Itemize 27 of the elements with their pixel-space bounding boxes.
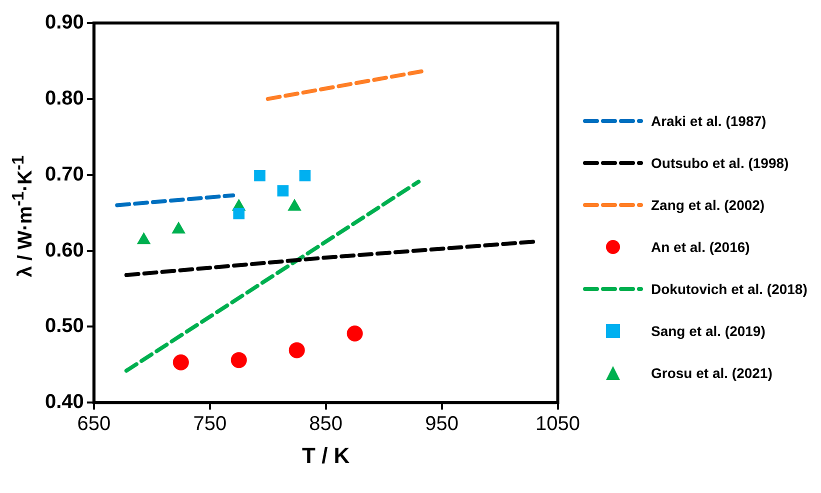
y-tick-label: 0.80	[44, 87, 84, 110]
legend-label: Zang et al. (2002)	[651, 196, 765, 212]
x-tick-label: 1050	[536, 413, 580, 436]
point	[288, 342, 305, 358]
legend-label: Grosu et al. (2021)	[651, 364, 772, 380]
point	[233, 208, 245, 220]
legend-label: Araki et al. (1987)	[651, 112, 766, 128]
legend-label: Sang et al. (2019)	[651, 322, 766, 338]
x-tick-label: 650	[77, 413, 111, 436]
y-tick-label: 0.60	[44, 239, 84, 262]
point	[277, 185, 289, 196]
legend-label: Dokutovich et al. (2018)	[651, 280, 808, 296]
point	[346, 326, 363, 342]
x-tick-label: 950	[425, 413, 458, 436]
x-tick-label: 850	[309, 413, 343, 436]
y-tick-label: 0.70	[44, 163, 84, 186]
point	[299, 170, 311, 182]
legend-label: An et al. (2016)	[651, 238, 750, 254]
x-tick-label: 750	[193, 413, 227, 436]
legend-label: Outsubo et al. (1998)	[651, 154, 789, 170]
point	[230, 352, 247, 368]
y-tick-label: 0.90	[44, 12, 84, 34]
y-tick-label: 0.40	[44, 391, 84, 414]
point	[254, 170, 266, 182]
y-tick-label: 0.50	[44, 315, 84, 338]
x-axis-title: T / K	[302, 442, 350, 468]
point	[172, 354, 189, 370]
